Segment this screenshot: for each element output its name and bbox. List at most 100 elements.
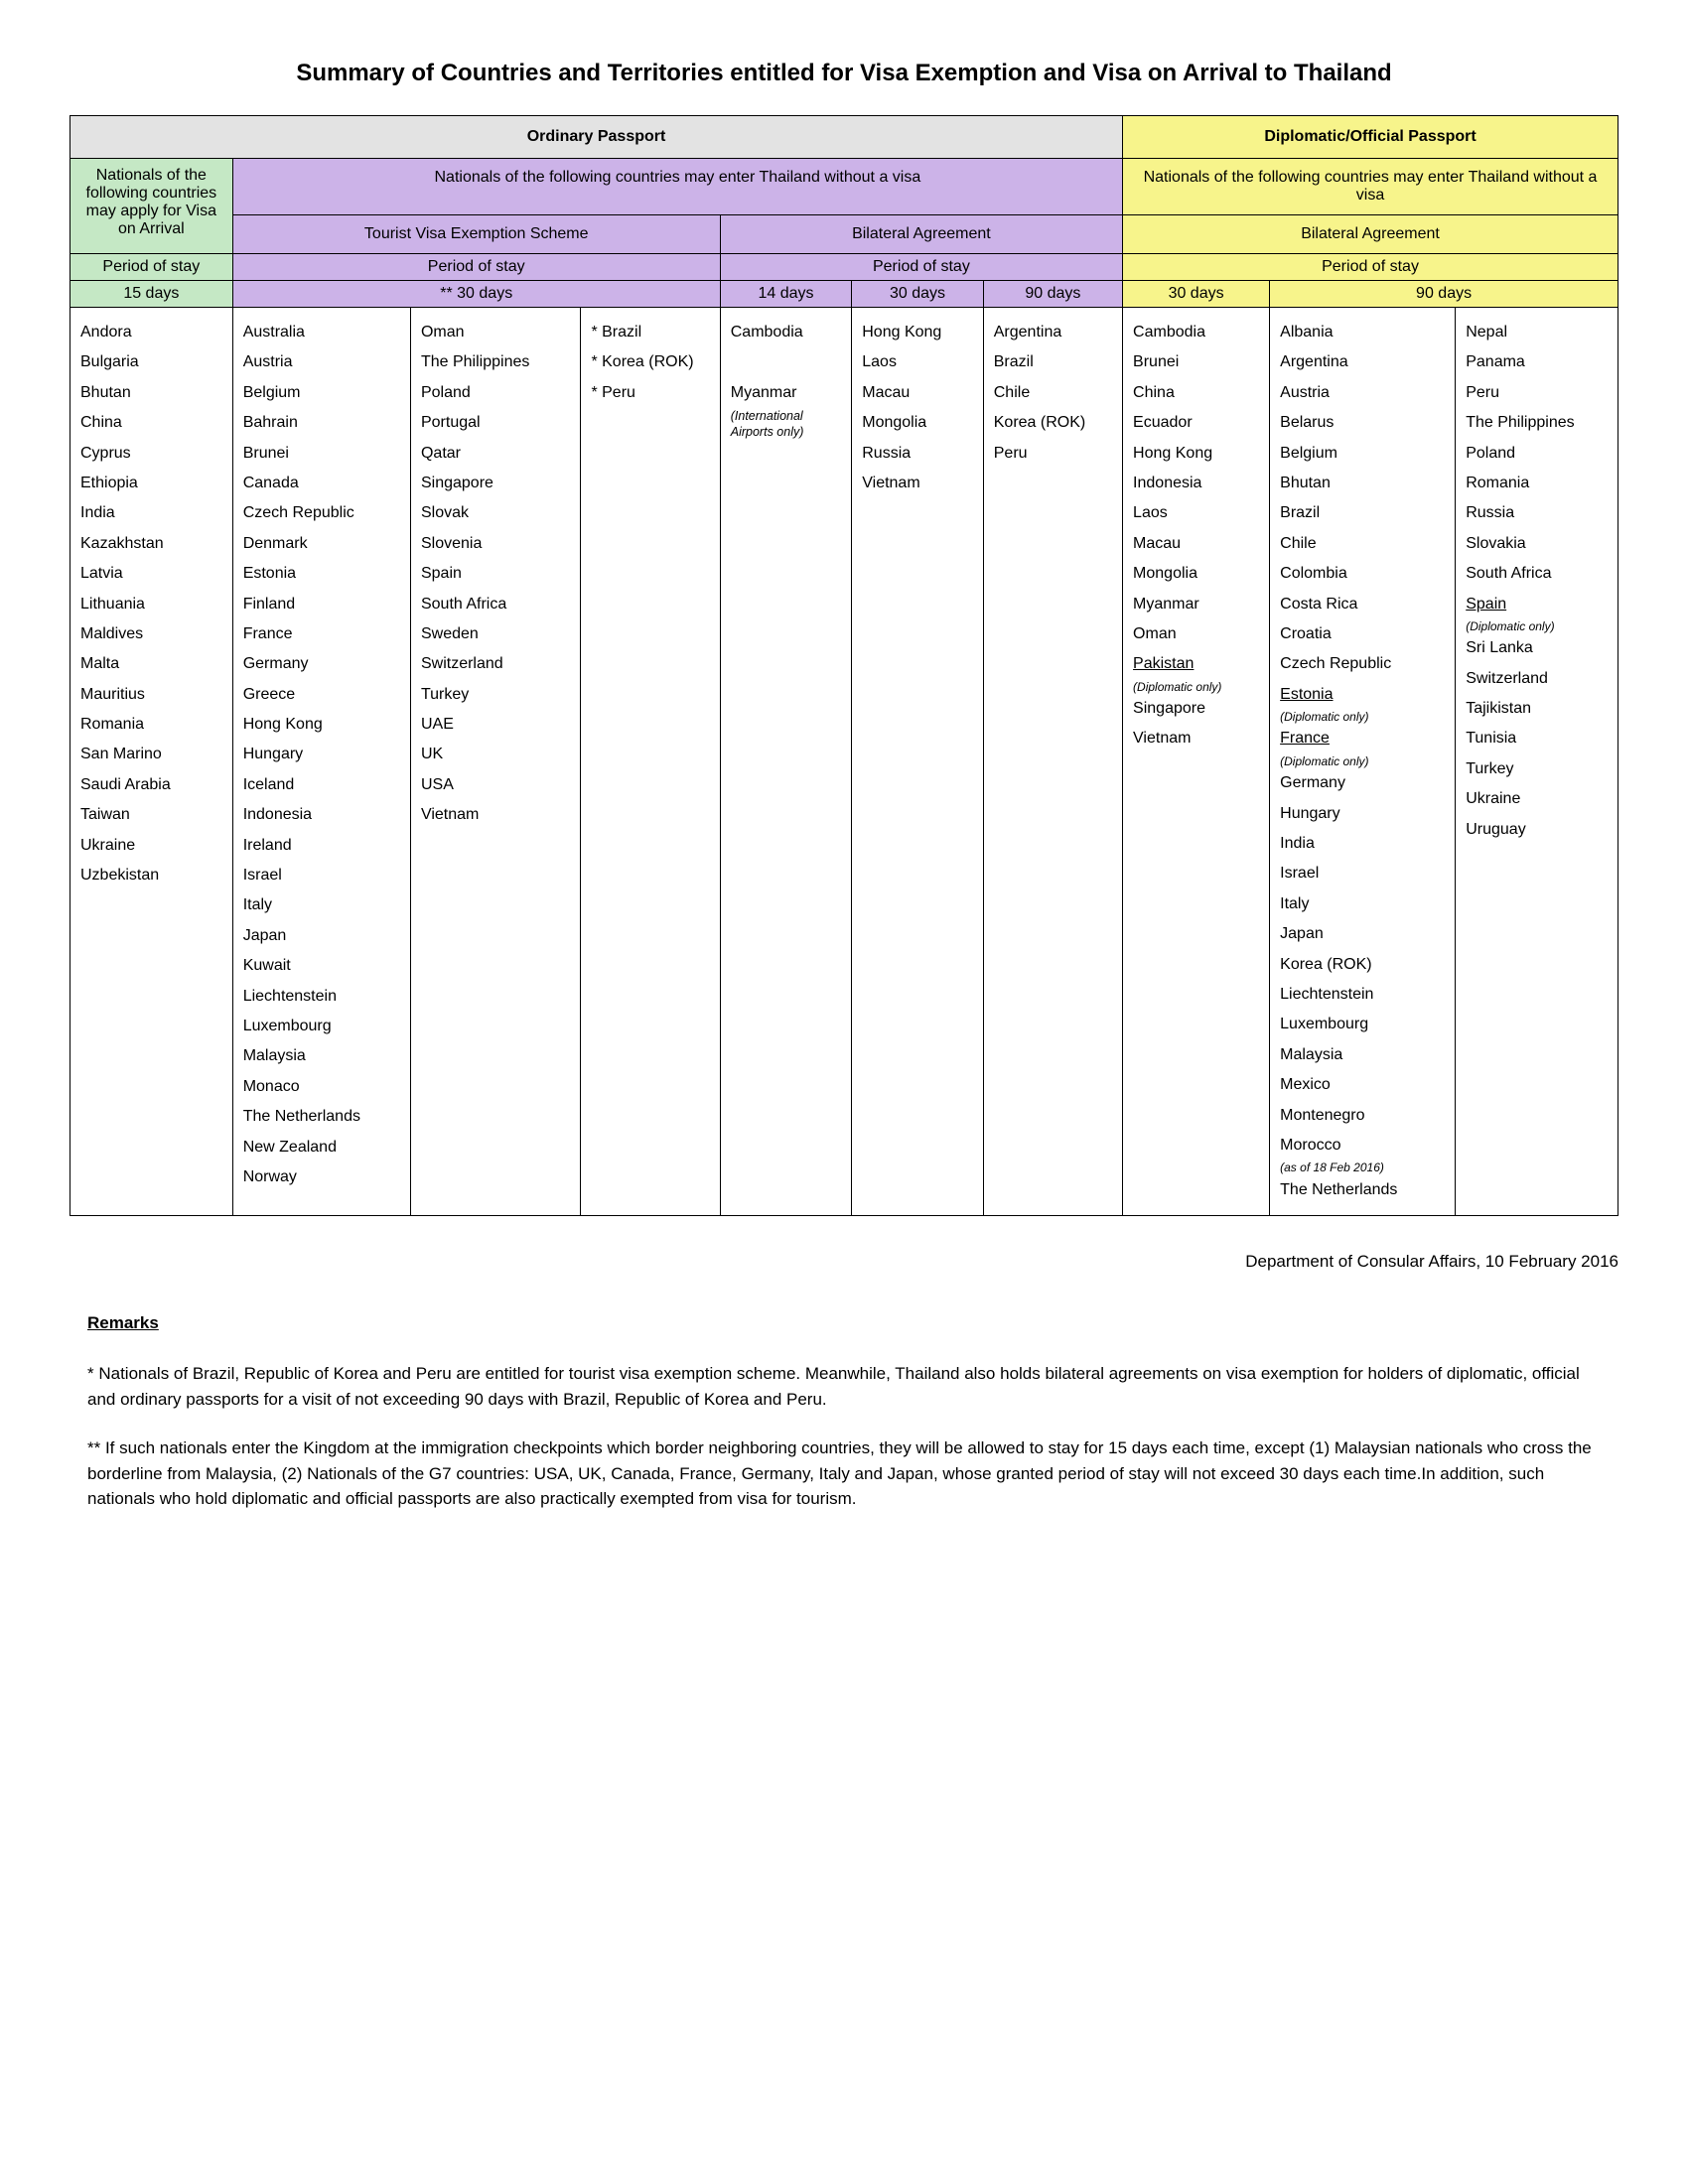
days-row: 15 days ** 30 days 14 days 30 days 90 da… bbox=[70, 281, 1618, 308]
days-90: 90 days bbox=[983, 281, 1122, 308]
country-item: UAE bbox=[421, 710, 570, 740]
country-item: Poland bbox=[421, 378, 570, 408]
country-item: India bbox=[80, 498, 222, 528]
country-item: Czech Republic bbox=[243, 498, 400, 528]
country-item: Myanmar bbox=[731, 378, 842, 408]
days-15: 15 days bbox=[70, 281, 233, 308]
remark-1: * Nationals of Brazil, Republic of Korea… bbox=[87, 1361, 1601, 1412]
country-item: Uzbekistan bbox=[80, 861, 222, 890]
country-item: Hungary bbox=[243, 740, 400, 769]
country-item: Mauritius bbox=[80, 680, 222, 710]
country-item: Japan bbox=[243, 921, 400, 951]
country-item: Ukraine bbox=[80, 831, 222, 861]
list-tourist-a: AustraliaAustriaBelgiumBahrainBruneiCana… bbox=[232, 308, 410, 1216]
country-item: Morocco bbox=[1280, 1131, 1445, 1160]
country-item: Belgium bbox=[243, 378, 400, 408]
country-item: Malaysia bbox=[1280, 1040, 1445, 1070]
list-tourist-b: OmanThe PhilippinesPolandPortugalQatarSi… bbox=[410, 308, 580, 1216]
list-dip-90a: AlbaniaArgentinaAustriaBelarusBelgiumBhu… bbox=[1270, 308, 1456, 1216]
country-item: Bulgaria bbox=[80, 347, 222, 377]
country-item: Australia bbox=[243, 318, 400, 347]
countries-row: AndoraBulgariaBhutanChinaCyprusEthiopiaI… bbox=[70, 308, 1618, 1216]
diplomatic-novisa: Nationals of the following countries may… bbox=[1123, 159, 1618, 215]
country-item: Singapore bbox=[421, 469, 570, 498]
country-item: USA bbox=[421, 770, 570, 800]
header-row-3: Tourist Visa Exemption Scheme Bilateral … bbox=[70, 215, 1618, 254]
country-item: Switzerland bbox=[421, 649, 570, 679]
days-30: 30 days bbox=[852, 281, 984, 308]
country-item: Belgium bbox=[1280, 439, 1445, 469]
country-item: Estonia bbox=[243, 559, 400, 589]
country-item: Vietnam bbox=[421, 800, 570, 830]
country-item: Korea (ROK) bbox=[1280, 950, 1445, 980]
header-row-1: Ordinary Passport Diplomatic/Official Pa… bbox=[70, 116, 1618, 159]
period-dip: Period of stay bbox=[1123, 254, 1618, 281]
country-item: Costa Rica bbox=[1280, 590, 1445, 619]
country-item: The Netherlands bbox=[1280, 1175, 1445, 1205]
country-item: Sri Lanka bbox=[1466, 633, 1608, 663]
country-item: Bhutan bbox=[1280, 469, 1445, 498]
country-item: The Philippines bbox=[1466, 408, 1608, 438]
diplomatic-header: Diplomatic/Official Passport bbox=[1123, 116, 1618, 159]
country-item: Brunei bbox=[1133, 347, 1259, 377]
country-item: Croatia bbox=[1280, 619, 1445, 649]
country-item: Austria bbox=[1280, 378, 1445, 408]
list-bilat-14: Cambodia Myanmar(International Airports … bbox=[720, 308, 852, 1216]
country-item: Greece bbox=[243, 680, 400, 710]
country-item: * Peru bbox=[591, 378, 709, 408]
country-item: Lithuania bbox=[80, 590, 222, 619]
country-item: Bahrain bbox=[243, 408, 400, 438]
country-item: Indonesia bbox=[1133, 469, 1259, 498]
country-item: Canada bbox=[243, 469, 400, 498]
country-item: Ukraine bbox=[1466, 784, 1608, 814]
country-item: Bhutan bbox=[80, 378, 222, 408]
country-item: Russia bbox=[1466, 498, 1608, 528]
country-item: Monaco bbox=[243, 1072, 400, 1102]
country-item: Hong Kong bbox=[1133, 439, 1259, 469]
country-item: Mongolia bbox=[1133, 559, 1259, 589]
country-item: Slovakia bbox=[1466, 529, 1608, 559]
country-item: Tajikistan bbox=[1466, 694, 1608, 724]
country-item: Indonesia bbox=[243, 800, 400, 830]
country-item: Macau bbox=[1133, 529, 1259, 559]
remarks-heading: Remarks bbox=[87, 1313, 1618, 1333]
country-item: Italy bbox=[1280, 889, 1445, 919]
country-item: Malaysia bbox=[243, 1041, 400, 1071]
country-item: Macau bbox=[862, 378, 973, 408]
country-item: Brazil bbox=[1280, 498, 1445, 528]
country-item: Ireland bbox=[243, 831, 400, 861]
country-item: Tunisia bbox=[1466, 724, 1608, 753]
list-bilat-30: Hong KongLaosMacauMongoliaRussiaVietnam bbox=[852, 308, 984, 1216]
country-item: Denmark bbox=[243, 529, 400, 559]
country-item: Argentina bbox=[994, 318, 1112, 347]
country-item: Switzerland bbox=[1466, 664, 1608, 694]
country-item: Montenegro bbox=[1280, 1101, 1445, 1131]
dip-days-30: 30 days bbox=[1123, 281, 1270, 308]
period-bilat: Period of stay bbox=[720, 254, 1122, 281]
country-item: Nepal bbox=[1466, 318, 1608, 347]
country-item: Hong Kong bbox=[243, 710, 400, 740]
country-item: Poland bbox=[1466, 439, 1608, 469]
footer-dept: Department of Consular Affairs, 10 Febru… bbox=[70, 1252, 1618, 1272]
country-item bbox=[731, 347, 842, 377]
country-item: Ecuador bbox=[1133, 408, 1259, 438]
country-item: Estonia bbox=[1280, 680, 1445, 710]
country-item: (as of 18 Feb 2016) bbox=[1280, 1160, 1445, 1174]
country-item: Hong Kong bbox=[862, 318, 973, 347]
country-item: Pakistan bbox=[1133, 649, 1259, 679]
country-item: Austria bbox=[243, 347, 400, 377]
country-item: Chile bbox=[1280, 529, 1445, 559]
country-item: UK bbox=[421, 740, 570, 769]
list-bilat-90: ArgentinaBrazilChileKorea (ROK)Peru bbox=[983, 308, 1122, 1216]
country-item: Laos bbox=[862, 347, 973, 377]
country-item: Vietnam bbox=[1133, 724, 1259, 753]
country-item: * Brazil bbox=[591, 318, 709, 347]
country-item: Israel bbox=[1280, 859, 1445, 888]
country-item: Peru bbox=[1466, 378, 1608, 408]
list-tourist-c: * Brazil* Korea (ROK)* Peru bbox=[581, 308, 720, 1216]
country-item: Cyprus bbox=[80, 439, 222, 469]
country-item: Cambodia bbox=[731, 318, 842, 347]
country-item: The Philippines bbox=[421, 347, 570, 377]
country-item: Romania bbox=[80, 710, 222, 740]
country-item: Taiwan bbox=[80, 800, 222, 830]
